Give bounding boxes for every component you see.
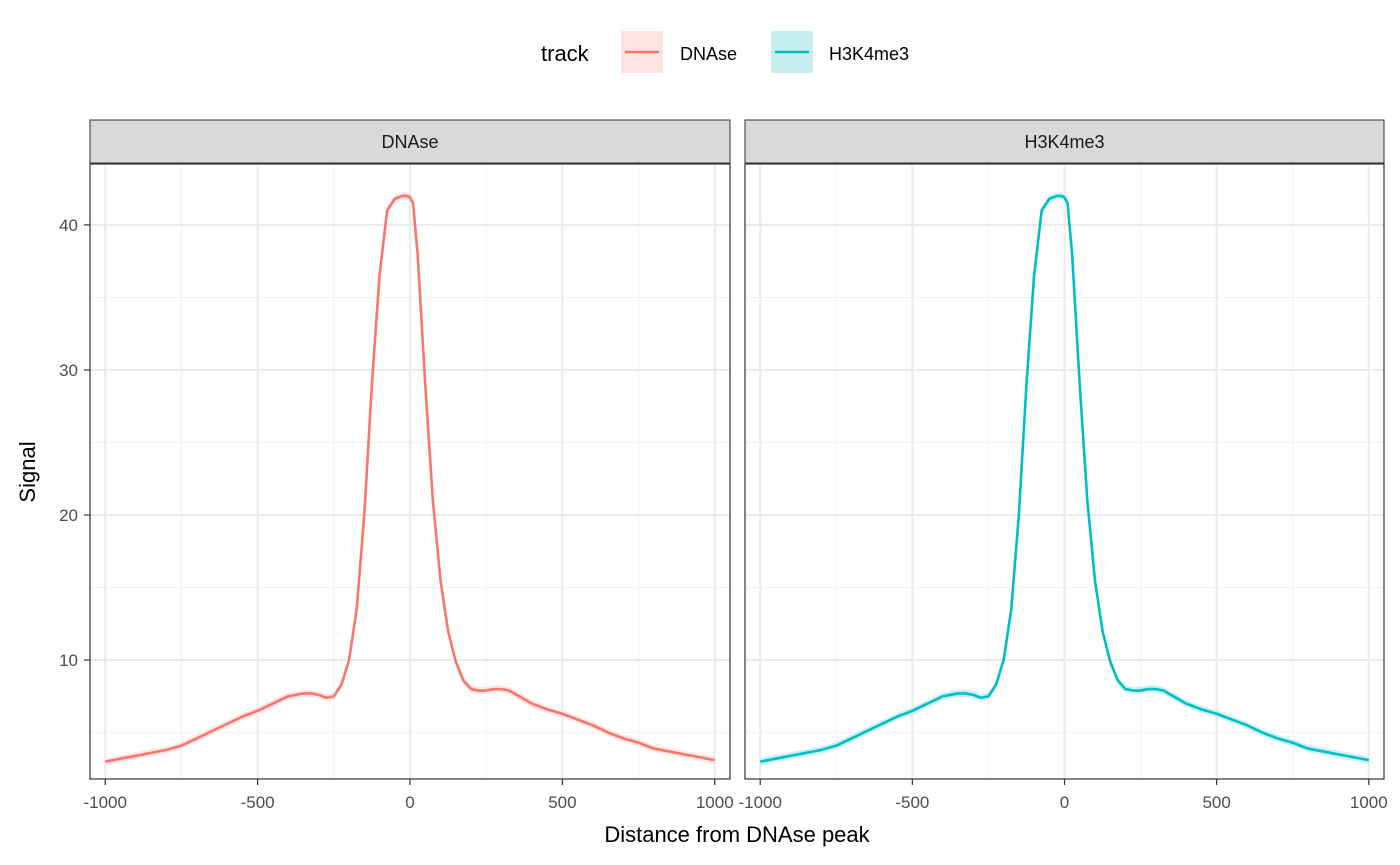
- y-tick-label: 30: [59, 361, 78, 380]
- strip-dnase: [89, 119, 731, 164]
- x-tick-label: 0: [405, 793, 414, 812]
- facet-panel-h3k4me3: H3K4me3 -1000 -500 0 500 1000: [738, 119, 1388, 812]
- line-dnase: [104, 194, 716, 763]
- legend-key-dnase: [621, 31, 663, 73]
- legend-label-dnase: DNAse: [680, 44, 737, 64]
- x-tick-label: -500: [895, 793, 929, 812]
- strip-label-h3k4me3: H3K4me3: [1024, 132, 1104, 152]
- x-tick-label: 1000: [1350, 793, 1388, 812]
- facet-panel-dnase: DNAse -1000 -500 0 500 1000 10 20 30 40: [59, 119, 734, 812]
- x-tick-label: 0: [1060, 793, 1069, 812]
- grid-dnase: [90, 164, 730, 779]
- x-tick-label: 1000: [696, 793, 734, 812]
- strip-label-dnase: DNAse: [381, 132, 438, 152]
- legend: track DNAse H3K4me3: [541, 31, 909, 73]
- x-axis-title: Distance from DNAse peak: [604, 822, 870, 847]
- y-tick-label: 40: [59, 216, 78, 235]
- legend-key-h3k4me3: [771, 31, 813, 73]
- legend-label-h3k4me3: H3K4me3: [829, 44, 909, 64]
- y-axis-dnase: 10 20 30 40: [59, 216, 90, 670]
- series-line-h3k4me3: [759, 192, 1370, 766]
- x-tick-label: 500: [1202, 793, 1230, 812]
- strip-h3k4me3: [744, 119, 1385, 164]
- x-tick-label: 500: [548, 793, 576, 812]
- y-tick-label: 10: [59, 651, 78, 670]
- y-axis-title: Signal: [15, 441, 40, 502]
- grid-h3k4me3: [745, 164, 1384, 779]
- y-tick-label: 20: [59, 506, 78, 525]
- legend-title: track: [541, 41, 590, 66]
- x-tick-label: -1000: [738, 793, 781, 812]
- x-tick-label: -500: [241, 793, 275, 812]
- series-line-dnase: [104, 192, 716, 766]
- x-tick-label: -1000: [83, 793, 126, 812]
- x-axis-h3k4me3: -1000 -500 0 500 1000: [738, 779, 1388, 812]
- line-h3k4me3: [759, 194, 1370, 763]
- x-axis-dnase: -1000 -500 0 500 1000: [83, 779, 734, 812]
